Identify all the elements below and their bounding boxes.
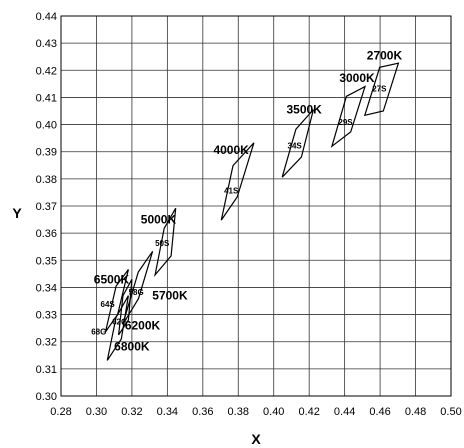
- y-tick-label: 0.35: [36, 255, 57, 267]
- region-5700k: [122, 250, 154, 325]
- y-tick-label: 0.42: [36, 65, 57, 77]
- cct-label: 5700K: [152, 288, 188, 302]
- x-tick-label: 0.34: [157, 406, 178, 418]
- region-3000k: [330, 85, 367, 148]
- region-5000k: [154, 207, 177, 278]
- cct-label: 3500K: [286, 103, 322, 117]
- x-tick-label: 0.36: [192, 406, 213, 418]
- x-tick-label: 0.40: [263, 406, 284, 418]
- x-tick-label: 0.44: [334, 406, 355, 418]
- x-tick-label: 0.50: [440, 406, 461, 418]
- bin-code-label: 41S: [224, 187, 239, 196]
- cct-label: 4000K: [213, 143, 249, 157]
- cell-labels: 27S 29S 34S 41S 50S 58G 62G 64S 68G: [91, 84, 387, 336]
- bin-code-label: 64S: [101, 300, 116, 309]
- x-tick-label: 0.48: [405, 406, 426, 418]
- y-tick-labels: 0.44 0.43 0.42 0.41 0.40 0.39 0.38 0.37 0.36 0.35…: [36, 11, 57, 403]
- y-tick-label: 0.32: [36, 337, 57, 349]
- cct-label: 6200K: [125, 319, 161, 333]
- y-tick-label: 0.41: [36, 92, 57, 104]
- x-axis-title: X: [251, 431, 261, 447]
- y-tick-label: 0.34: [36, 282, 57, 294]
- x-tick-label: 0.32: [121, 406, 142, 418]
- cct-label: 6500K: [94, 272, 130, 286]
- bin-code-label: 50S: [155, 239, 170, 248]
- y-tick-label: 0.43: [36, 38, 57, 50]
- region-4000k: [220, 142, 255, 221]
- bin-code-label: 29S: [338, 118, 353, 127]
- bin-code-label: 34S: [288, 142, 303, 151]
- x-tick-label: 0.42: [298, 406, 319, 418]
- y-axis-title: Y: [12, 205, 22, 221]
- x-tick-label: 0.38: [228, 406, 249, 418]
- cct-label: 6800K: [114, 339, 150, 353]
- region-6500k: [104, 269, 129, 333]
- y-tick-label: 0.36: [36, 228, 57, 240]
- x-tick-label: 0.46: [369, 406, 390, 418]
- y-tick-label: 0.39: [36, 147, 57, 159]
- x-tick-label: 0.28: [50, 406, 71, 418]
- y-tick-label: 0.40: [36, 120, 57, 132]
- bin-code-label: 68G: [91, 328, 106, 337]
- bin-code-label: 27S: [372, 84, 387, 93]
- bin-code-label: 58G: [129, 288, 144, 297]
- plot-frame: [60, 15, 452, 397]
- y-tick-label: 0.33: [36, 310, 57, 322]
- region-6800k: [106, 295, 129, 361]
- cct-label: 3000K: [339, 71, 375, 85]
- bin-regions: [104, 62, 400, 361]
- y-tick-label: 0.37: [36, 201, 57, 213]
- region-3500k: [281, 109, 314, 178]
- x-tick-labels: 0.28 0.30 0.32 0.34 0.36 0.38 0.40 0.42 0.44 0.46…: [50, 406, 461, 418]
- y-tick-label: 0.30: [36, 391, 57, 403]
- bin-code-label: 62G: [112, 317, 127, 326]
- region-labels: 2700K 3000K 3500K 4000K 5000K 5700K 6200K 6500K…: [94, 48, 403, 353]
- cct-label: 2700K: [367, 48, 403, 62]
- y-tick-label: 0.38: [36, 174, 57, 186]
- y-tick-label: 0.31: [36, 364, 57, 376]
- x-tick-label: 0.30: [86, 406, 107, 418]
- cct-label: 5000K: [141, 213, 177, 227]
- y-tick-label: 0.44: [36, 11, 57, 23]
- region-2700k: [363, 62, 400, 117]
